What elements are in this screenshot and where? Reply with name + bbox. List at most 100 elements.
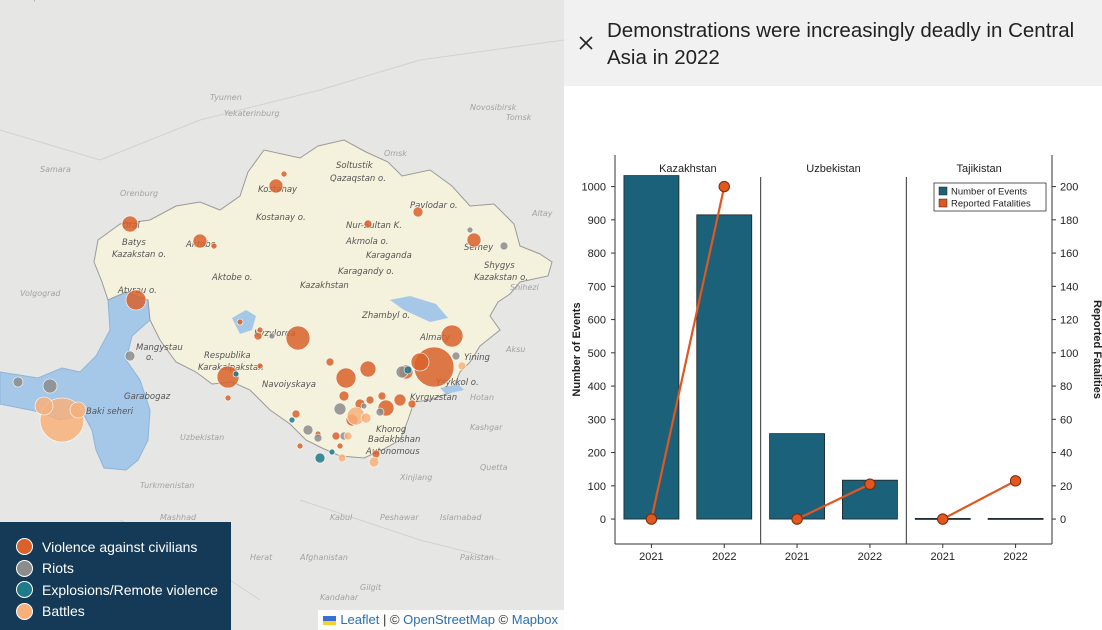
- event-marker[interactable]: [336, 442, 344, 450]
- map-label-uzbekistan: Uzbekistan: [180, 433, 224, 442]
- event-marker[interactable]: [325, 357, 335, 367]
- x-tick-label: 2022: [858, 551, 882, 563]
- event-marker[interactable]: [256, 362, 264, 370]
- event-marker[interactable]: [403, 365, 413, 375]
- event-marker[interactable]: [296, 442, 304, 450]
- event-marker[interactable]: [393, 393, 407, 407]
- event-marker[interactable]: [368, 456, 380, 468]
- event-marker[interactable]: [210, 242, 218, 250]
- y2-tick-label: 180: [1060, 215, 1078, 227]
- event-marker[interactable]: [363, 219, 373, 229]
- leaflet-link[interactable]: Leaflet: [340, 612, 380, 627]
- map-label-aktobe-o-: Aktobe o.: [211, 273, 253, 283]
- event-marker[interactable]: [365, 395, 375, 405]
- event-marker[interactable]: [216, 365, 240, 389]
- map-label-qazaqstan-o-: Qazaqstan o.: [330, 174, 386, 184]
- mapbox-link[interactable]: Mapbox: [511, 612, 558, 627]
- event-marker[interactable]: [69, 401, 87, 419]
- close-button[interactable]: [576, 33, 596, 53]
- event-marker[interactable]: [302, 424, 314, 436]
- bar-kazakhstan-2021: [623, 175, 680, 520]
- y-tick-label: 0: [600, 514, 606, 526]
- event-marker[interactable]: [121, 215, 139, 233]
- y2-tick-label: 160: [1060, 248, 1078, 260]
- event-marker[interactable]: [124, 350, 136, 362]
- x-tick-label: 2022: [712, 551, 736, 563]
- y-tick-label: 500: [588, 348, 606, 360]
- event-marker[interactable]: [338, 390, 350, 402]
- map-label-tyumen: Tyumen: [210, 93, 242, 102]
- event-marker[interactable]: [280, 170, 288, 178]
- y-tick-label: 900: [588, 215, 606, 227]
- event-marker[interactable]: [291, 409, 301, 419]
- chart-legend-swatch: [938, 198, 948, 208]
- event-marker[interactable]: [268, 178, 284, 194]
- map-label-shihezi: Shihezi: [510, 283, 540, 292]
- event-marker[interactable]: [451, 351, 461, 361]
- bar-uzbekistan-2021: [769, 433, 825, 520]
- event-marker[interactable]: [333, 402, 347, 416]
- y2-tick-label: 20: [1060, 481, 1072, 493]
- event-marker[interactable]: [268, 332, 276, 340]
- map-label-soltustik: Soltustik: [336, 161, 374, 171]
- map-road: [299, 499, 501, 561]
- ukraine-flag-icon: [323, 616, 337, 625]
- event-marker[interactable]: [337, 453, 347, 463]
- event-marker[interactable]: [466, 226, 474, 234]
- event-marker[interactable]: [288, 416, 296, 424]
- event-marker[interactable]: [34, 396, 54, 416]
- event-marker[interactable]: [410, 352, 430, 372]
- event-marker[interactable]: [407, 399, 417, 409]
- chart-legend-label: Number of Events: [951, 187, 1027, 198]
- x-tick-label: 2021: [785, 551, 809, 563]
- event-marker[interactable]: [377, 391, 387, 401]
- event-marker[interactable]: [331, 431, 341, 441]
- event-marker[interactable]: [412, 206, 424, 218]
- event-marker[interactable]: [236, 318, 244, 326]
- map-label-semey: Semey: [464, 243, 494, 253]
- event-marker[interactable]: [232, 370, 240, 378]
- map-label-nur-sultan-k-: Nur-Sultan K.: [346, 221, 402, 231]
- event-marker[interactable]: [192, 233, 208, 249]
- map-label-kazakstan-o-: Kazakstan o.: [112, 250, 166, 260]
- event-marker[interactable]: [343, 431, 353, 441]
- event-marker[interactable]: [313, 433, 323, 443]
- legend-label: Battles: [42, 603, 85, 620]
- event-marker[interactable]: [375, 407, 385, 417]
- close-icon: [579, 36, 593, 50]
- chart-panel: Demonstrations were increasingly deadly …: [564, 0, 1102, 630]
- legend-label: Explosions/Remote violence: [42, 581, 218, 598]
- event-marker[interactable]: [440, 324, 464, 348]
- map-label-pavlodar-o-: Pavlodar o.: [410, 201, 458, 211]
- event-marker[interactable]: [466, 232, 482, 248]
- central-asia-region: [93, 139, 553, 459]
- event-marker[interactable]: [314, 452, 326, 464]
- event-marker[interactable]: [42, 378, 58, 394]
- map-label-pakistan: Pakistan: [460, 553, 494, 562]
- event-marker[interactable]: [12, 376, 24, 388]
- event-marker[interactable]: [125, 289, 147, 311]
- openstreetmap-link[interactable]: OpenStreetMap: [403, 612, 495, 627]
- event-marker[interactable]: [457, 361, 467, 371]
- event-marker[interactable]: [328, 448, 336, 456]
- map-label-turkmenistan: Turkmenistan: [140, 481, 194, 490]
- facet-title-uzbekistan: Uzbekistan: [806, 163, 860, 175]
- event-marker[interactable]: [499, 241, 509, 251]
- map-label-o-: o.: [146, 353, 154, 363]
- event-marker[interactable]: [224, 394, 232, 402]
- map-label-afghanistan: Afghanistan: [299, 553, 348, 562]
- x-tick-label: 2021: [931, 551, 955, 563]
- map-label-xinjiang: Xinjiang: [399, 473, 432, 482]
- event-marker[interactable]: [335, 367, 357, 389]
- event-marker[interactable]: [360, 402, 368, 410]
- event-marker[interactable]: [360, 412, 372, 424]
- fatalities-point: [645, 513, 658, 525]
- event-marker[interactable]: [256, 326, 264, 334]
- event-marker[interactable]: [285, 325, 311, 351]
- x-tick-label: 2021: [639, 551, 663, 563]
- y-tick-label: 300: [588, 414, 606, 426]
- map-river: [0, 39, 564, 161]
- event-marker[interactable]: [359, 360, 377, 378]
